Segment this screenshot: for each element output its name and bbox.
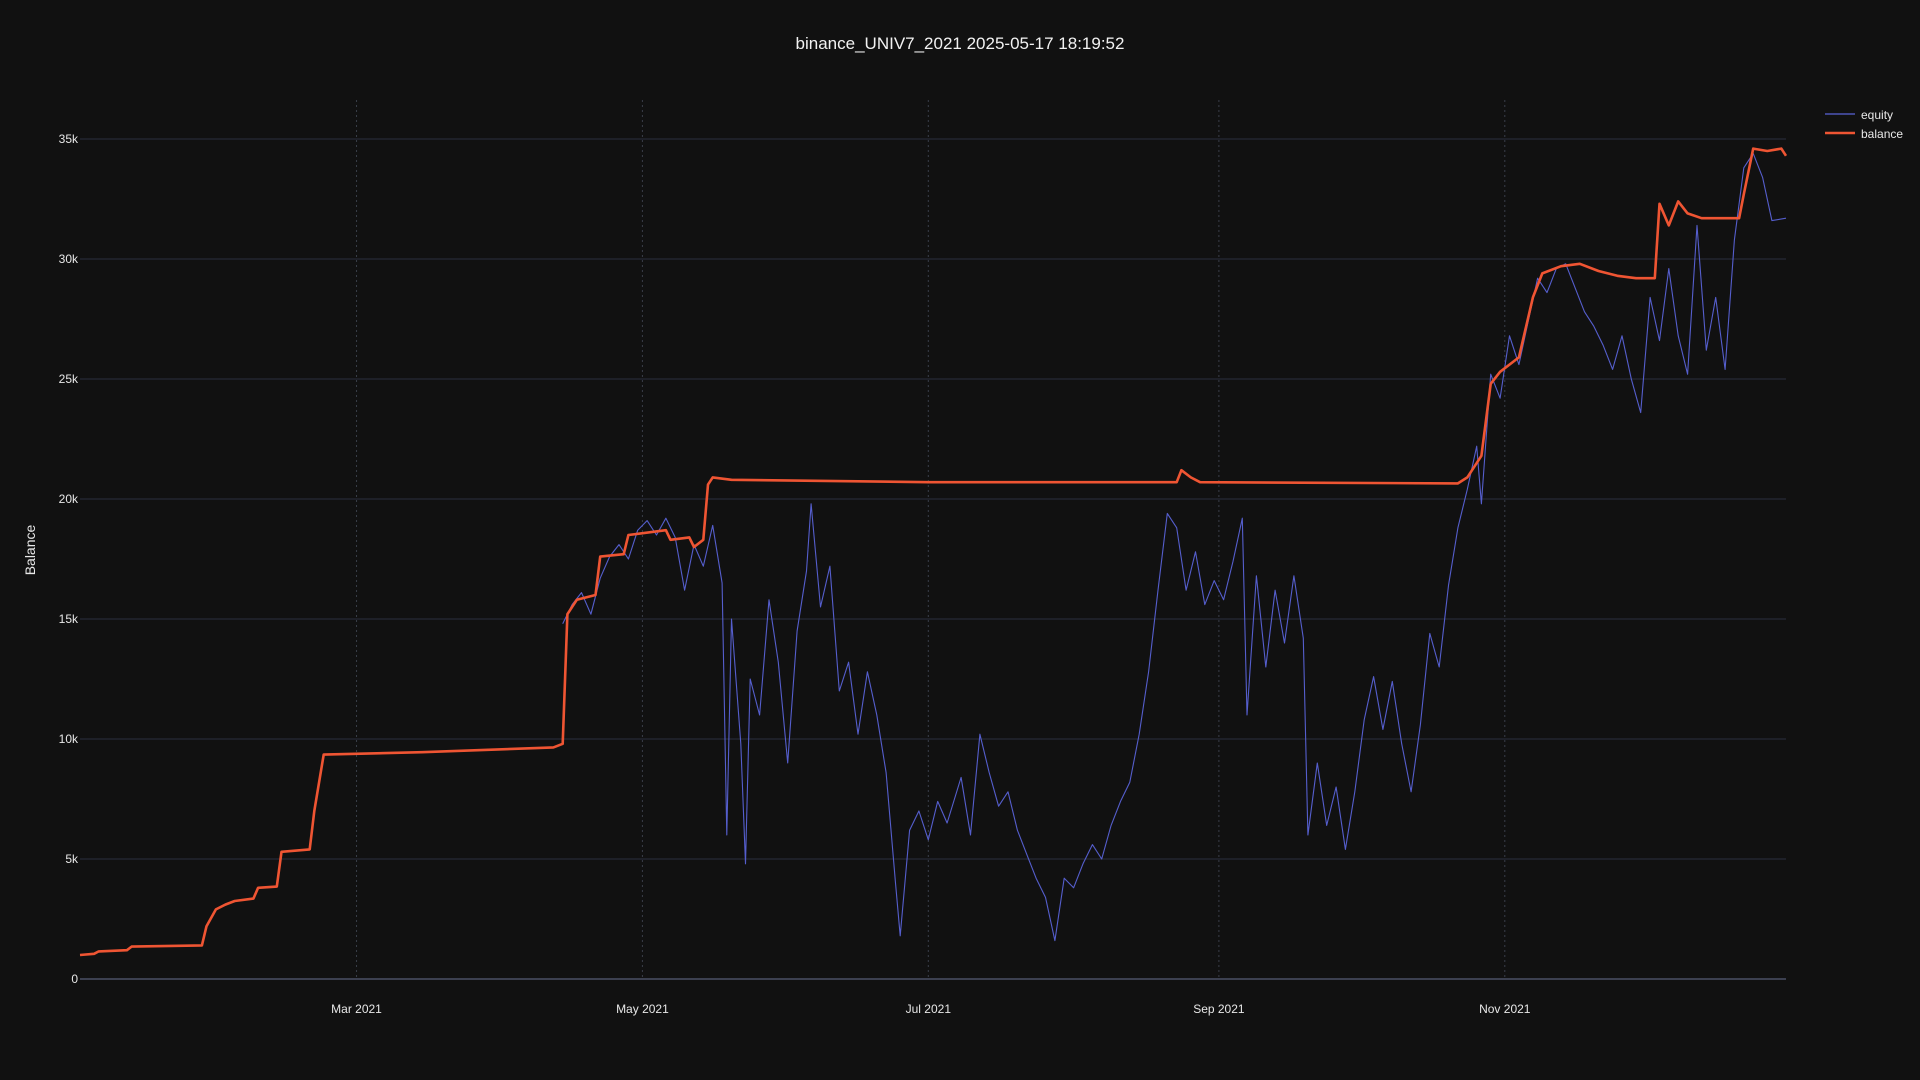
y-tick-label: 25k: [59, 372, 79, 386]
x-tick-label: Jul 2021: [906, 1002, 952, 1016]
legend[interactable]: equity balance: [1825, 108, 1903, 141]
y-tick-label: 10k: [59, 732, 79, 746]
y-tick-label: 15k: [59, 612, 79, 626]
legend-label-equity: equity: [1861, 108, 1893, 122]
series-layer: [79, 147, 1788, 957]
series-line-equity: [562, 152, 1787, 942]
y-tick-label: 20k: [59, 492, 79, 506]
y-axis-title: Balance: [22, 524, 38, 575]
series-line-balance: [79, 147, 1788, 957]
legend-label-balance: balance: [1861, 127, 1903, 141]
axes-layer: 0 5k 10k 15k 20k 25k 30k 35k Mar 2021 May 2021 Jul…: [59, 132, 1531, 1016]
x-tick-label: May 2021: [616, 1002, 669, 1016]
chart-title: binance_UNIV7_2021 2025-05-17 18:19:52: [796, 34, 1125, 53]
y-tick-label: 0: [71, 972, 78, 986]
grid-layer: [80, 100, 1786, 980]
x-tick-label: Mar 2021: [331, 1002, 382, 1016]
y-tick-label: 5k: [65, 852, 79, 866]
x-tick-label: Nov 2021: [1479, 1002, 1531, 1016]
x-tick-label: Sep 2021: [1193, 1002, 1245, 1016]
y-tick-label: 35k: [59, 132, 79, 146]
y-tick-label: 30k: [59, 252, 79, 266]
